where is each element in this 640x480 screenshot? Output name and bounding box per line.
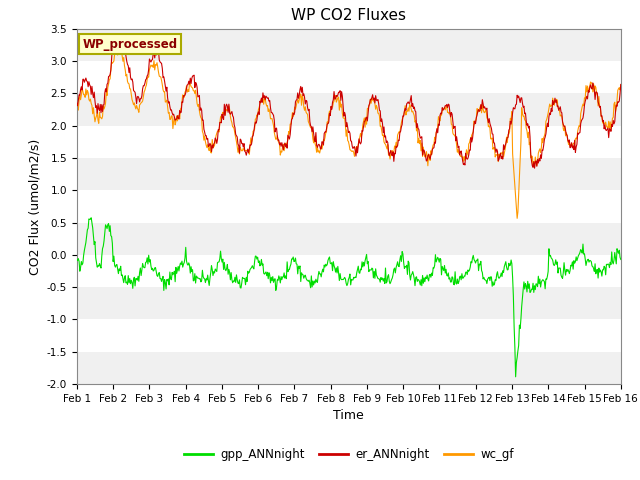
gpp_ANNnight <box>223 262 231 267</box>
gpp_ANNnight <box>83 234 90 240</box>
er_ANNnight <box>118 32 125 38</box>
gpp_ANNnight <box>617 257 625 263</box>
wc_gf <box>140 94 147 99</box>
Legend: gpp_ANNnight, er_ANNnight, wc_gf: gpp_ANNnight, er_ANNnight, wc_gf <box>179 443 518 466</box>
Bar <box>77 352 621 384</box>
Bar <box>77 94 621 126</box>
er_ANNnight <box>431 140 439 146</box>
wc_gf <box>513 216 521 221</box>
er_ANNnight <box>140 83 147 88</box>
Line: gpp_ANNnight: gpp_ANNnight <box>77 218 621 377</box>
Text: WP_processed: WP_processed <box>82 37 177 51</box>
Line: wc_gf: wc_gf <box>77 48 621 218</box>
er_ANNnight <box>73 100 81 106</box>
Bar <box>77 223 621 255</box>
Title: WP CO2 Fluxes: WP CO2 Fluxes <box>291 9 406 24</box>
Line: er_ANNnight: er_ANNnight <box>77 35 621 168</box>
wc_gf <box>115 45 122 50</box>
er_ANNnight <box>531 165 538 171</box>
gpp_ANNnight <box>73 256 81 262</box>
wc_gf <box>83 92 90 98</box>
X-axis label: Time: Time <box>333 409 364 422</box>
wc_gf <box>223 108 231 114</box>
Bar <box>77 29 621 61</box>
er_ANNnight <box>195 94 202 99</box>
wc_gf <box>617 82 625 88</box>
gpp_ANNnight <box>195 275 202 281</box>
Bar <box>77 158 621 190</box>
er_ANNnight <box>617 82 625 87</box>
er_ANNnight <box>223 104 231 109</box>
gpp_ANNnight <box>140 264 147 270</box>
wc_gf <box>73 114 81 120</box>
Bar <box>77 287 621 319</box>
gpp_ANNnight <box>87 215 95 221</box>
gpp_ANNnight <box>431 252 439 258</box>
er_ANNnight <box>416 132 424 138</box>
er_ANNnight <box>83 78 90 84</box>
wc_gf <box>195 101 202 107</box>
gpp_ANNnight <box>416 279 424 285</box>
gpp_ANNnight <box>512 374 520 380</box>
Y-axis label: CO2 Flux (umol/m2/s): CO2 Flux (umol/m2/s) <box>28 138 41 275</box>
wc_gf <box>431 136 439 142</box>
wc_gf <box>416 141 424 146</box>
